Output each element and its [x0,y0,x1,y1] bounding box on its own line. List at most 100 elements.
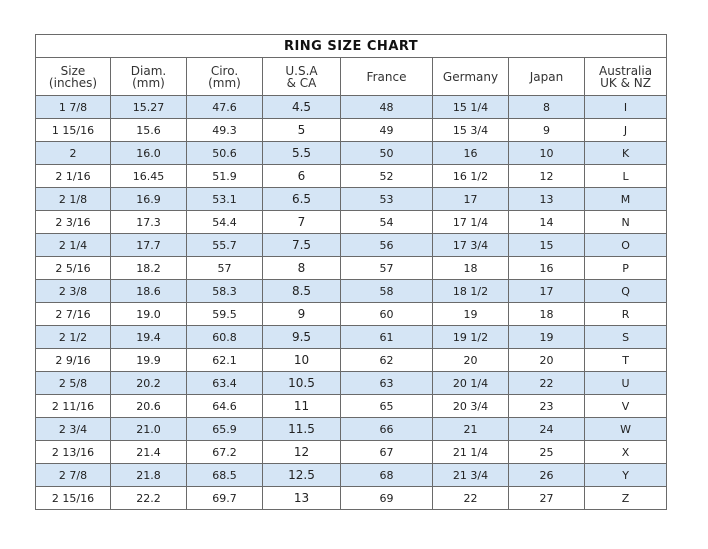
table-cell: 65.9 [186,417,263,441]
column-header: Ciro. (mm) [186,57,263,96]
table-cell: 20 3/4 [432,394,509,418]
table-cell: 21.8 [110,463,187,487]
table-cell: 8.5 [262,279,341,303]
table-cell: 68.5 [186,463,263,487]
table-cell: 60 [340,302,433,326]
table-cell: 22 [432,486,509,510]
table-cell: 69 [340,486,433,510]
table-row: 2 5/16 18.2 57 8 57 18 16 P [35,256,668,280]
table-cell: 62 [340,348,433,372]
table-cell: Q [583,279,668,303]
table-row: 2 9/16 19.9 62.1 10 62 20 20 T [35,348,668,372]
table-cell: 17 1/4 [432,210,509,234]
table-cell: 13 [508,187,585,211]
table-cell: N [583,210,668,234]
column-header: Japan [508,57,585,96]
table-cell: 2 13/16 [35,440,111,464]
table-cell: O [583,233,668,257]
table-cell: 16.45 [110,164,187,188]
table-cell: 20 1/4 [432,371,509,395]
table-row: 1 7/8 15.27 47.6 4.5 48 15 1/4 8 I [35,95,668,119]
table-cell: R [583,302,668,326]
table-cell: 15 1/4 [432,95,509,119]
table-cell: 4.5 [262,95,341,119]
table-row: 2 16.0 50.6 5.5 50 16 10 K [35,141,668,165]
table-cell: 50 [340,141,433,165]
table-cell: 57 [340,256,433,280]
table-cell: 20.2 [110,371,187,395]
table-cell: 16.0 [110,141,187,165]
table-cell: 9 [262,302,341,326]
table-cell: 60.8 [186,325,263,349]
table-cell: 2 11/16 [35,394,111,418]
table-cell: M [583,187,668,211]
table-cell: 19.9 [110,348,187,372]
table-cell: 2 7/16 [35,302,111,326]
ring-size-chart: RING SIZE CHART Size (inches) Diam. (mm) Cir… [34,34,668,510]
table-cell: 16 [432,141,509,165]
table-cell: 2 15/16 [35,486,111,510]
table-cell: 5 [262,118,341,142]
table-cell: 49 [340,118,433,142]
table-cell: W [583,417,668,441]
table-cell: J [583,118,668,142]
table-cell: 1 7/8 [35,95,111,119]
column-header: France [340,57,433,96]
column-header: Size (inches) [35,57,111,96]
column-header-line: (mm) [208,75,241,90]
table-row: 2 3/4 21.0 65.9 11.5 66 21 24 W [35,417,668,441]
table-cell: 5.5 [262,141,341,165]
table-cell: 18 1/2 [432,279,509,303]
column-header: Diam. (mm) [110,57,187,96]
table-cell: 16 [508,256,585,280]
table-cell: 53 [340,187,433,211]
table-row: 2 1/2 19.4 60.8 9.5 61 19 1/2 19 S [35,325,668,349]
table-row: 2 15/16 22.2 69.7 13 69 22 27 Z [35,486,668,510]
table-cell: 15 3/4 [432,118,509,142]
table-cell: 9.5 [262,325,341,349]
column-header-line: Ciro. [210,63,239,78]
table-cell: 20 [508,348,585,372]
table-cell: 67.2 [186,440,263,464]
table-cell: 21.4 [110,440,187,464]
table-cell: T [583,348,668,372]
table-row: 2 3/8 18.6 58.3 8.5 58 18 1/2 17 Q [35,279,668,303]
column-header: Australia UK & NZ [583,57,668,96]
table-cell: 2 1/2 [35,325,111,349]
table-cell: U [583,371,668,395]
table-cell: 8 [508,95,585,119]
table-cell: 12 [508,164,585,188]
column-header-line: & CA [286,75,317,90]
table-cell: 25 [508,440,585,464]
table-cell: 57 [186,256,263,280]
table-cell: S [583,325,668,349]
table-cell: K [583,141,668,165]
column-header-line: Japan [529,69,564,84]
table-row: 2 5/8 20.2 63.4 10.5 63 20 1/4 22 U [35,371,668,395]
table-cell: 61 [340,325,433,349]
table-cell: L [583,164,668,188]
table-cell: 21 3/4 [432,463,509,487]
table-cell: 17 [432,187,509,211]
table-row: 2 1/4 17.7 55.7 7.5 56 17 3/4 15 O [35,233,668,257]
table-cell: 22.2 [110,486,187,510]
table-row: 1 15/16 15.6 49.3 5 49 15 3/4 9 J [35,118,668,142]
table-cell: 18.6 [110,279,187,303]
table-cell: 17 3/4 [432,233,509,257]
table-row: 2 7/16 19.0 59.5 9 60 19 18 R [35,302,668,326]
table-cell: 2 3/4 [35,417,111,441]
table-cell: 52 [340,164,433,188]
column-header-line: (inches) [48,75,98,90]
table-cell: 17.7 [110,233,187,257]
table-cell: 69.7 [186,486,263,510]
table-cell: 2 7/8 [35,463,111,487]
table-cell: 63 [340,371,433,395]
table-cell: 19 1/2 [432,325,509,349]
table-cell: 2 3/16 [35,210,111,234]
table-cell: 24 [508,417,585,441]
column-header: Germany [432,57,509,96]
table-row: 2 13/16 21.4 67.2 12 67 21 1/4 25 X [35,440,668,464]
table-cell: 2 1/16 [35,164,111,188]
table-cell: 2 9/16 [35,348,111,372]
table-cell: 21 [432,417,509,441]
